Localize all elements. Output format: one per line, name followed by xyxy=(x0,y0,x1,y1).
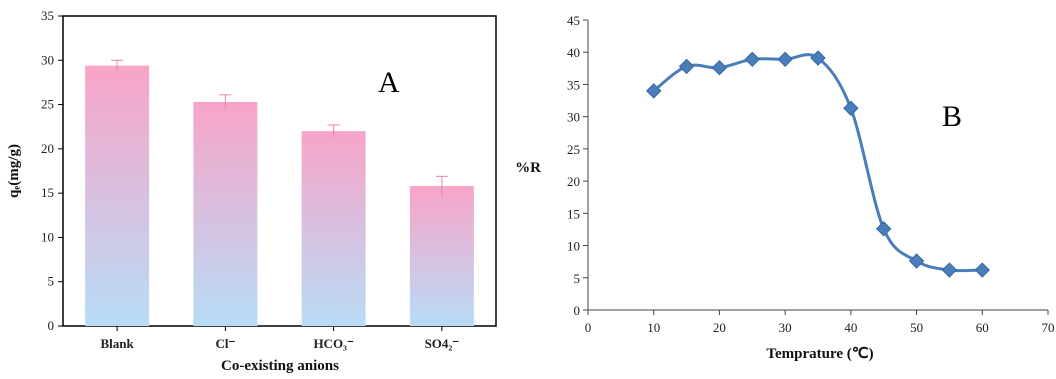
chart-b: 0 5 10 15 20 25 30 35 40 45 0 10 20 30 40 50 60 70 B Tem… xyxy=(515,13,1054,362)
chart-a-y-tick-label: 20 xyxy=(41,141,54,156)
chart-b-y-tick-label: 30 xyxy=(567,110,580,125)
chart-a-x-tick-label: HCO₃⁻ xyxy=(313,336,354,351)
chart-a-x-tick-label: Cl⁻ xyxy=(215,336,235,351)
chart-a-bar xyxy=(193,101,258,327)
chart-b-x-tick-label: 70 xyxy=(1042,320,1055,335)
chart-a-y-tick-label: 10 xyxy=(41,229,54,244)
chart-b-x-tick-label: 50 xyxy=(910,320,923,335)
chart-a-frame xyxy=(62,15,497,327)
chart-b-y-tick-label: 15 xyxy=(567,206,580,221)
chart-b-data-point xyxy=(843,100,859,116)
chart-b-series-line xyxy=(652,53,983,273)
chart-b-data-point xyxy=(678,58,695,75)
chart-b-y-tick-label: 5 xyxy=(574,271,581,286)
chart-b-x-ticks: 0 10 20 30 40 50 60 70 xyxy=(585,310,1055,335)
chart-a-x-ticks: Blank Cl⁻ HCO₃⁻ SO4₂⁻ xyxy=(101,326,460,351)
chart-b-x-tick-label: 60 xyxy=(976,320,989,335)
chart-b-y-ticks: 0 5 10 15 20 25 30 35 40 45 xyxy=(567,13,588,318)
chart-a-y-tick-label: 35 xyxy=(41,8,54,23)
chart-a-x-tick-label: Blank xyxy=(101,336,135,351)
chart-a-y-tick-label: 5 xyxy=(48,274,55,289)
chart-a-y-tick-label: 30 xyxy=(41,52,54,67)
chart-b-x-tick-label: 40 xyxy=(844,320,857,335)
chart-b-panel-label: B xyxy=(942,100,962,133)
chart-a-y-ticks: 0 5 10 15 20 25 30 35 xyxy=(41,8,63,333)
chart-b-y-tick-label: 35 xyxy=(567,77,580,92)
chart-a-y-tick-label: 25 xyxy=(41,97,54,112)
chart-a-bar xyxy=(301,131,366,326)
chart-b-x-axis-label: Temprature (℃) xyxy=(766,346,873,362)
chart-a-y-axis-label: qₑ(mg/g) xyxy=(6,144,22,198)
chart-a-y-tick-label: 15 xyxy=(41,185,54,200)
chart-a-bar xyxy=(85,65,150,326)
chart-b-y-axis-label: %R xyxy=(515,160,541,176)
chart-b-x-tick-label: 20 xyxy=(713,320,726,335)
chart-b-data-point xyxy=(810,50,826,66)
chart-b-y-tick-label: 45 xyxy=(567,13,580,28)
chart-b-data-point xyxy=(908,253,925,269)
chart-a-bars xyxy=(85,59,474,327)
chart-b-y-tick-label: 25 xyxy=(567,142,580,157)
chart-b-y-tick-label: 40 xyxy=(567,45,580,60)
chart-b-x-tick-label: 30 xyxy=(779,320,792,335)
chart-b-markers xyxy=(646,50,990,278)
chart-b-y-tick-label: 10 xyxy=(567,239,580,254)
chart-b-data-point xyxy=(974,262,990,278)
chart-a-y-tick-label: 0 xyxy=(48,318,55,333)
chart-a-x-tick-label: SO4₂⁻ xyxy=(425,336,460,351)
chart-b-x-tick-label: 0 xyxy=(585,320,592,335)
chart-a-bar xyxy=(409,186,474,326)
chart-b-data-point xyxy=(646,83,662,99)
chart-a: 0 5 10 15 20 25 30 35 Blank Cl⁻ HCO₃⁻ SO4₂⁻ A Co-e… xyxy=(6,8,497,374)
chart-b-data-point xyxy=(876,221,892,237)
chart-b-y-tick-label: 0 xyxy=(574,303,581,318)
chart-a-panel-label: A xyxy=(378,66,400,99)
chart-b-data-point xyxy=(711,59,728,76)
chart-b-data-point xyxy=(941,262,958,278)
chart-b-data-point xyxy=(744,51,760,68)
chart-b-data-point xyxy=(777,51,793,68)
chart-b-y-tick-label: 20 xyxy=(567,174,580,189)
chart-a-x-axis-label: Co-existing anions xyxy=(221,358,339,374)
chart-b-x-tick-label: 10 xyxy=(647,320,660,335)
